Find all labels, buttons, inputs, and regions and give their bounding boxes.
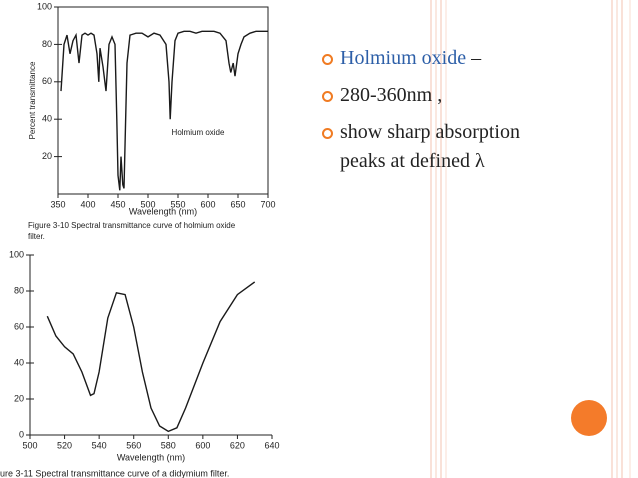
x-tick-label: 500 — [140, 199, 155, 209]
x-tick-label: 620 — [230, 440, 245, 450]
figure-caption: Figure 3-10 Spectral transmittance curve… — [28, 221, 236, 230]
x-tick-label: 400 — [80, 199, 95, 209]
y-tick-label: 0 — [19, 429, 24, 439]
y-tick-label: 80 — [14, 285, 24, 295]
y-tick-label: 80 — [42, 39, 52, 49]
bullet-list: Holmium oxide – 280-360nm , show sharp abs… — [322, 44, 554, 184]
highlight-text: Holmium oxide — [340, 47, 467, 69]
y-tick-label: 60 — [42, 76, 52, 86]
bullet-text: 280-360nm , — [340, 84, 443, 106]
x-tick-label: 600 — [195, 440, 210, 450]
bullet-text: – — [471, 47, 482, 69]
x-tick-label: 350 — [50, 199, 65, 209]
y-axis-label: Percent transmittance — [28, 61, 37, 139]
bullet-text: show sharp absorption peaks at defined λ — [340, 121, 520, 172]
x-tick-label: 640 — [264, 440, 279, 450]
y-tick-label: 20 — [42, 151, 52, 161]
x-tick-label: 600 — [200, 199, 215, 209]
x-axis-label: Wavelength (nm) — [117, 452, 185, 462]
annotation: Holmium oxide — [172, 128, 225, 137]
y-tick-label: 40 — [42, 114, 52, 124]
x-tick-label: 500 — [22, 440, 37, 450]
bullet: show sharp absorption peaks at defined λ — [322, 118, 554, 176]
y-tick-label: 20 — [14, 393, 24, 403]
y-tick-label: 60 — [14, 321, 24, 331]
x-axis-label: Wavelength (nm) — [129, 206, 197, 216]
decoration — [430, 0, 631, 478]
figure-caption: filter. — [28, 232, 45, 241]
x-tick-label: 580 — [161, 440, 176, 450]
x-tick-label: 700 — [260, 199, 275, 209]
y-tick-label: 40 — [14, 357, 24, 367]
x-tick-label: 450 — [110, 199, 125, 209]
y-tick-label: 100 — [9, 249, 24, 259]
bullet: Holmium oxide – — [322, 44, 554, 73]
x-tick-label: 650 — [230, 199, 245, 209]
data-line — [46, 281, 256, 433]
x-tick-label: 520 — [57, 440, 72, 450]
figure-caption: ure 3-11 Spectral transmittance curve of… — [0, 468, 229, 478]
x-tick-label: 560 — [126, 440, 141, 450]
plot-frame — [57, 6, 269, 195]
data-line — [60, 30, 268, 191]
y-tick-label: 100 — [37, 1, 52, 11]
x-tick-label: 550 — [170, 199, 185, 209]
bullet: 280-360nm , — [322, 81, 554, 110]
x-tick-label: 540 — [92, 440, 107, 450]
